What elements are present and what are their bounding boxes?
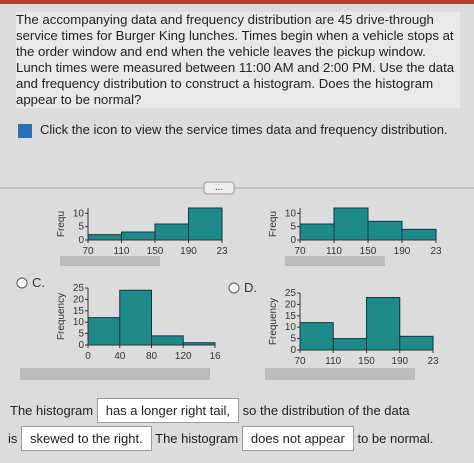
dropdown[interactable]: does not appear xyxy=(241,426,354,451)
more-text[interactable]: ... xyxy=(215,182,223,193)
y-tick-label: 5 xyxy=(78,329,84,340)
y-tick-label: 0 xyxy=(290,235,296,246)
radio[interactable] xyxy=(16,277,28,289)
x-tick-label: 150 xyxy=(360,246,377,257)
bar xyxy=(367,220,403,241)
answer-text: to be normal. xyxy=(357,431,434,446)
y-tick-label: 10 xyxy=(285,208,297,219)
bar xyxy=(87,234,122,241)
x-tick-label: 80 xyxy=(146,351,158,362)
x-tick-label: 110 xyxy=(325,356,341,367)
bar xyxy=(299,322,334,351)
bar xyxy=(299,223,335,241)
y-tick-label: 10 xyxy=(285,322,297,333)
bar xyxy=(333,207,369,241)
option-label: C. xyxy=(32,275,45,290)
y-tick-label: 0 xyxy=(78,235,84,246)
x-tick-label: 110 xyxy=(326,246,342,257)
y-tick-label: 0 xyxy=(290,345,296,356)
bar xyxy=(332,338,367,351)
scrollbar xyxy=(20,368,210,380)
answer-line-1: The histogram has a longer right tail, s… xyxy=(10,398,410,423)
x-tick-label: 150 xyxy=(147,246,164,257)
answer-text: The histogram xyxy=(10,403,94,418)
bar xyxy=(154,223,189,241)
y-tick-label: 15 xyxy=(285,311,297,322)
y-tick-label: 0 xyxy=(78,340,84,351)
x-tick-label: 110 xyxy=(114,246,130,257)
x-tick-label: 190 xyxy=(394,246,411,257)
x-tick-label: 70 xyxy=(294,356,306,367)
top-bar xyxy=(0,0,474,4)
answer-text: The histogram xyxy=(155,431,239,446)
instruction-text[interactable]: Click the icon to view the service times… xyxy=(40,122,448,137)
x-tick-label: 16 xyxy=(209,351,221,362)
bar xyxy=(366,297,401,351)
y-tick-label: 25 xyxy=(73,283,85,294)
y-axis-label: Frequency xyxy=(268,298,279,345)
x-tick-label: 23 xyxy=(216,246,228,257)
answer-text: so the distribution of the data xyxy=(242,403,410,418)
answer-text: is xyxy=(8,431,18,446)
y-tick-label: 5 xyxy=(290,222,296,233)
y-tick-label: 5 xyxy=(78,222,84,233)
radio[interactable] xyxy=(228,282,240,294)
x-tick-label: 23 xyxy=(427,356,439,367)
instruction[interactable]: Click the icon to view the service times… xyxy=(18,122,448,138)
x-tick-label: 0 xyxy=(85,351,91,362)
option-label: D. xyxy=(244,280,257,295)
x-tick-label: 150 xyxy=(358,356,375,367)
scrollbar xyxy=(285,256,385,266)
y-tick-label: 20 xyxy=(285,299,297,310)
x-tick-label: 190 xyxy=(391,356,408,367)
bar xyxy=(151,335,184,346)
scrollbar xyxy=(265,368,415,380)
y-tick-label: 5 xyxy=(290,334,296,345)
x-tick-label: 70 xyxy=(294,246,306,257)
x-tick-label: 120 xyxy=(175,351,192,362)
y-axis-label: Frequency xyxy=(56,293,67,340)
answer-line-2: is skewed to the right. The histogram do… xyxy=(8,426,433,451)
y-tick-label: 25 xyxy=(285,288,297,299)
y-tick-label: 10 xyxy=(73,317,85,328)
y-axis-label: Frequ xyxy=(268,211,279,237)
y-tick-label: 15 xyxy=(73,306,85,317)
y-axis-label: Frequ xyxy=(56,211,67,237)
x-tick-label: 23 xyxy=(430,246,442,257)
dropdown[interactable]: has a longer right tail, xyxy=(96,398,240,423)
bar xyxy=(121,231,156,241)
question: The accompanying data and frequency dist… xyxy=(16,12,460,108)
bar xyxy=(401,228,437,241)
bar xyxy=(188,207,223,241)
bar xyxy=(119,289,152,346)
x-tick-label: 40 xyxy=(114,351,126,362)
dropdown[interactable]: skewed to the right. xyxy=(21,426,152,451)
bar xyxy=(399,335,434,351)
x-tick-label: 70 xyxy=(82,246,94,257)
x-tick-label: 190 xyxy=(180,246,197,257)
scrollbar xyxy=(60,256,160,266)
more-button[interactable] xyxy=(203,181,235,195)
y-tick-label: 20 xyxy=(73,294,85,305)
y-tick-label: 10 xyxy=(73,208,85,219)
bar xyxy=(87,317,121,346)
